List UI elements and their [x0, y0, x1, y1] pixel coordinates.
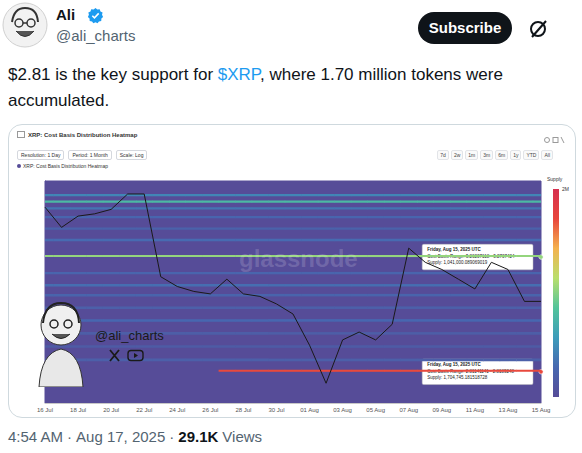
- svg-text:Friday, Aug 15, 2025 UTC: Friday, Aug 15, 2025 UTC: [427, 362, 481, 367]
- svg-text:Friday, Aug 15, 2025 UTC: Friday, Aug 15, 2025 UTC: [427, 247, 481, 252]
- html-text:2w: 2w: [453, 152, 461, 158]
- svg-text:11 Aug: 11 Aug: [466, 407, 484, 413]
- html-text:6m: 6m: [498, 152, 506, 158]
- svg-text:01 Aug: 01 Aug: [300, 407, 319, 413]
- html-text:XRP: Cost Basis Distribution H: XRP: Cost Basis Distribution Heatmap: [23, 162, 108, 169]
- svg-text:09 Aug: 09 Aug: [432, 407, 451, 413]
- html-text:1y: 1y: [513, 152, 519, 158]
- html-text:3m: 3m: [483, 152, 491, 158]
- svg-text:05 Aug: 05 Aug: [366, 407, 385, 413]
- html-text:XRP: Cost Basis Distribution H: XRP: Cost Basis Distribution Heatmap: [28, 131, 138, 138]
- svg-text:16 Jul: 16 Jul: [37, 407, 53, 413]
- svg-text:Cost Basis Range: 3.26207118 -: Cost Basis Range: 3.26207118 - 3.2707424: [427, 253, 515, 259]
- html-text:4:54 AM · Aug 17, 2025 · 29.1K: 4:54 AM · Aug 17, 2025 · 29.1K Views: [8, 428, 263, 445]
- html-text:2M: 2M: [562, 186, 569, 192]
- svg-text:03 Aug: 03 Aug: [333, 407, 352, 413]
- svg-text:Supply: 1,704,745.181518728: Supply: 1,704,745.181518728: [427, 375, 488, 380]
- html-text:1m: 1m: [468, 152, 476, 158]
- html-text:@ali_charts: @ali_charts: [95, 328, 164, 343]
- svg-text:15 Aug: 15 Aug: [532, 407, 551, 413]
- svg-text:24 Jul: 24 Jul: [169, 407, 185, 413]
- svg-text:07 Aug: 07 Aug: [399, 407, 418, 413]
- html-text:Scale: Log: Scale: Log: [119, 152, 144, 158]
- svg-text:13 Aug: 13 Aug: [499, 407, 518, 413]
- svg-text:26 Jul: 26 Jul: [202, 407, 218, 413]
- html-text:YTD: YTD: [526, 152, 537, 158]
- html-text:7d: 7d: [440, 152, 446, 158]
- html-text:Period: 1 Month: Period: 1 Month: [72, 152, 108, 158]
- html-text:Ali: Ali: [56, 6, 76, 23]
- html-text:All: All: [544, 152, 550, 158]
- html-text:@ali_charts: @ali_charts: [56, 27, 136, 44]
- html-text:$2.81 is the key support for $: $2.81 is the key support for $XRP, where…: [8, 65, 503, 110]
- svg-text:22 Jul: 22 Jul: [136, 407, 152, 413]
- svg-text:Cost Basis Range: 2.81141141 -: Cost Basis Range: 2.81141141 - 2.8189248: [427, 368, 515, 374]
- svg-text:30 Jul: 30 Jul: [268, 407, 284, 413]
- html-text:Supply: Supply: [547, 176, 563, 182]
- html-text:Resolution: 1 Day: Resolution: 1 Day: [21, 152, 61, 158]
- svg-text:Supply: 1,041,000.089069019: Supply: 1,041,000.089069019: [427, 260, 488, 265]
- html-text:Subscribe: Subscribe: [428, 19, 502, 36]
- svg-text:28 Jul: 28 Jul: [235, 407, 251, 413]
- svg-text:20 Jul: 20 Jul: [103, 407, 119, 413]
- html-text:glassnode: glassnode: [239, 245, 358, 272]
- svg-text:18 Jul: 18 Jul: [70, 407, 86, 413]
